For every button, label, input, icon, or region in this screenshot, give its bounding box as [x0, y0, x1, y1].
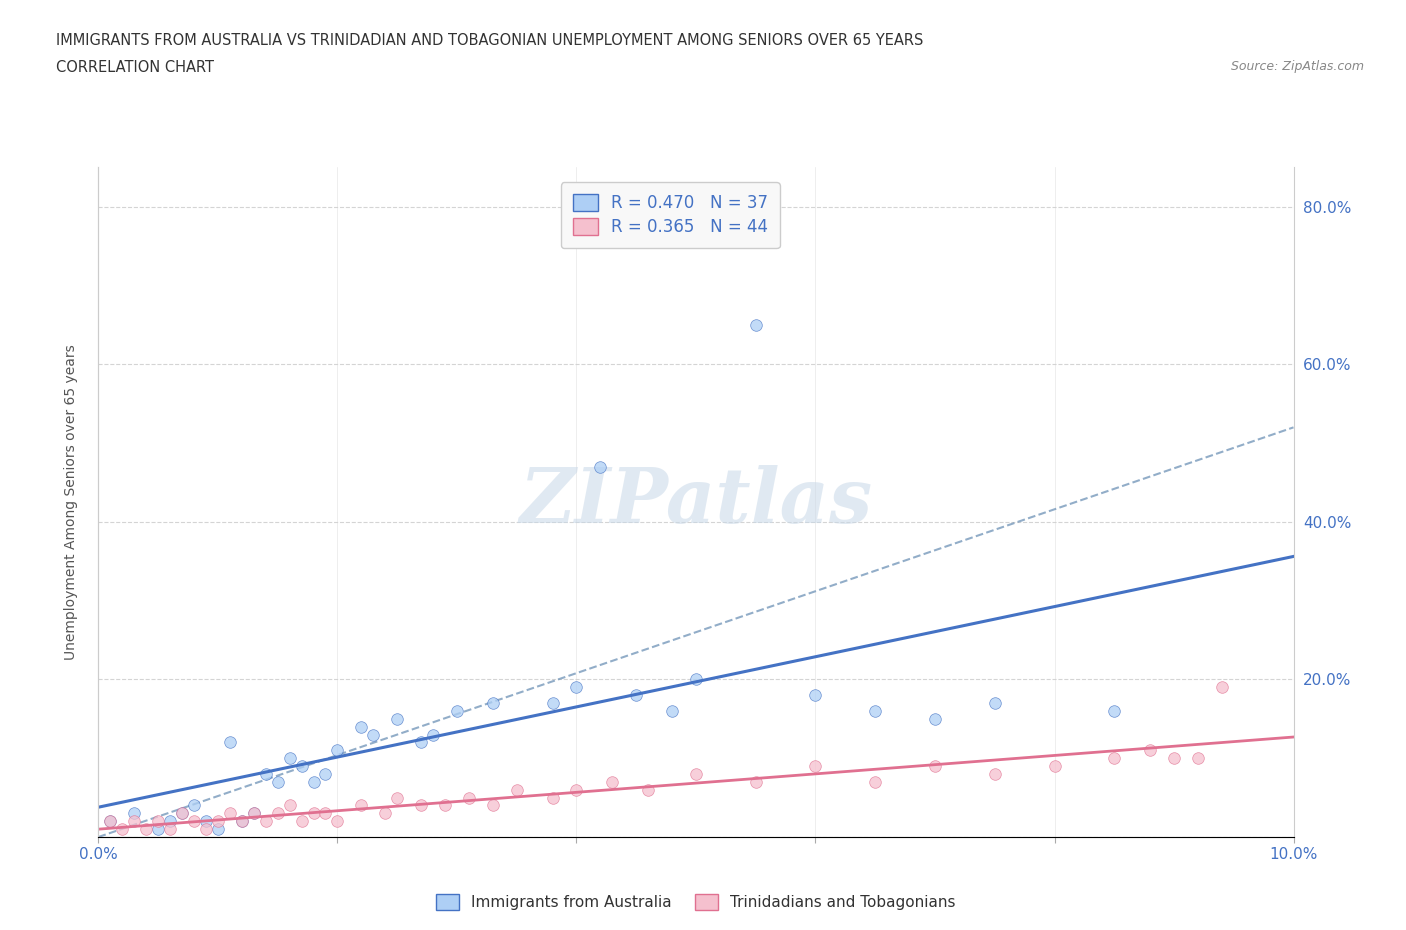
Point [148, 822, 170, 837]
Point [745, 317, 768, 332]
Point [541, 790, 564, 805]
Point [506, 782, 529, 797]
Point [195, 822, 218, 837]
Text: Source: ZipAtlas.com: Source: ZipAtlas.com [1230, 60, 1364, 73]
Point [243, 806, 266, 821]
Point [481, 696, 505, 711]
Point [1139, 743, 1161, 758]
Point [231, 814, 253, 829]
Point [804, 759, 827, 774]
Point [254, 766, 277, 781]
Point [745, 775, 768, 790]
Point [565, 782, 588, 797]
Point [984, 696, 1007, 711]
Point [183, 814, 205, 829]
Point [865, 775, 887, 790]
Point [685, 766, 707, 781]
Point [267, 806, 290, 821]
Point [291, 814, 314, 829]
Point [207, 822, 229, 837]
Point [363, 727, 385, 742]
Legend: Immigrants from Australia, Trinidadians and Tobagonians: Immigrants from Australia, Trinidadians … [430, 888, 962, 916]
Point [100, 814, 122, 829]
Point [326, 814, 349, 829]
Point [984, 766, 1007, 781]
Point [374, 806, 396, 821]
Point [124, 806, 146, 821]
Point [1104, 751, 1126, 765]
Point [302, 806, 325, 821]
Point [267, 775, 290, 790]
Point [804, 688, 827, 703]
Point [411, 798, 433, 813]
Point [924, 759, 946, 774]
Text: ZIPatlas: ZIPatlas [519, 465, 873, 539]
Point [661, 703, 683, 718]
Text: IMMIGRANTS FROM AUSTRALIA VS TRINIDADIAN AND TOBAGONIAN UNEMPLOYMENT AMONG SENIO: IMMIGRANTS FROM AUSTRALIA VS TRINIDADIAN… [56, 33, 924, 47]
Point [219, 735, 242, 750]
Point [315, 806, 337, 821]
Point [148, 814, 170, 829]
Point [195, 814, 218, 829]
Point [434, 798, 457, 813]
Point [1211, 680, 1233, 695]
Point [231, 814, 253, 829]
Point [626, 688, 648, 703]
Point [481, 798, 505, 813]
Point [1187, 751, 1209, 765]
Point [159, 814, 181, 829]
Point [278, 751, 301, 765]
Point [243, 806, 266, 821]
Point [159, 822, 181, 837]
Point [135, 822, 157, 837]
Point [350, 719, 373, 734]
Point [602, 775, 624, 790]
Point [124, 814, 146, 829]
Point [385, 711, 409, 726]
Point [350, 798, 373, 813]
Point [172, 806, 194, 821]
Point [219, 806, 242, 821]
Point [446, 703, 468, 718]
Point [207, 814, 229, 829]
Point [685, 672, 707, 687]
Point [172, 806, 194, 821]
Point [278, 798, 301, 813]
Point [111, 822, 134, 837]
Text: CORRELATION CHART: CORRELATION CHART [56, 60, 214, 75]
Point [458, 790, 481, 805]
Y-axis label: Unemployment Among Seniors over 65 years: Unemployment Among Seniors over 65 years [63, 344, 77, 660]
Point [422, 727, 444, 742]
Point [315, 766, 337, 781]
Point [541, 696, 564, 711]
Point [1043, 759, 1066, 774]
Point [100, 814, 122, 829]
Point [637, 782, 659, 797]
Point [291, 759, 314, 774]
Point [183, 798, 205, 813]
Point [1163, 751, 1185, 765]
Point [565, 680, 588, 695]
Point [385, 790, 409, 805]
Point [1104, 703, 1126, 718]
Point [924, 711, 946, 726]
Point [411, 735, 433, 750]
Point [589, 459, 612, 474]
Point [302, 775, 325, 790]
Point [254, 814, 277, 829]
Point [865, 703, 887, 718]
Point [326, 743, 349, 758]
